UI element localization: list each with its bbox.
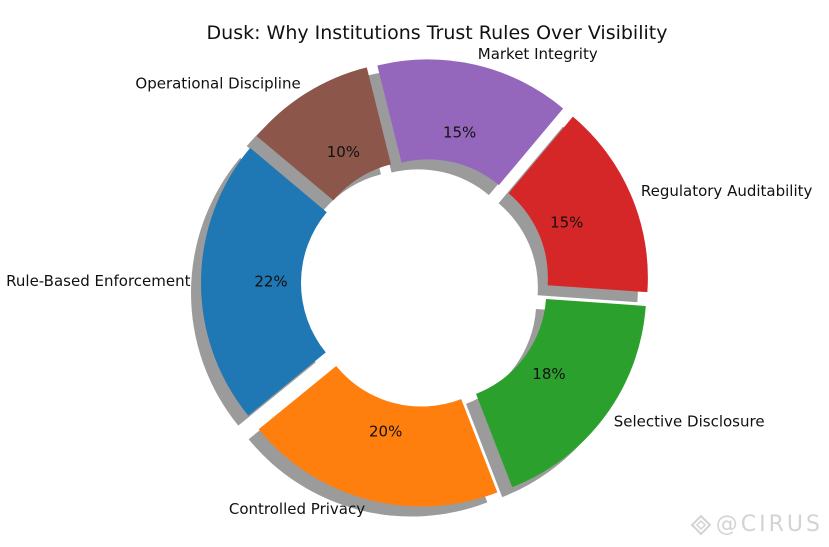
slice-rule-based-enforcement — [201, 147, 327, 416]
diamond-logo-icon — [690, 514, 712, 535]
watermark-text: @CIRUS — [715, 512, 823, 537]
category-label-market-integrity: Market Integrity — [478, 45, 598, 63]
percent-label-operational-discipline: 10% — [327, 143, 360, 161]
slice-regulatory-auditability — [508, 116, 648, 293]
category-label-operational-discipline: Operational Discipline — [135, 75, 300, 93]
percent-label-market-integrity: 15% — [443, 123, 476, 141]
category-label-regulatory-auditability: Regulatory Auditability — [641, 182, 813, 200]
percent-label-rule-based-enforcement: 22% — [254, 272, 287, 290]
category-label-rule-based-enforcement: Rule-Based Enforcement — [6, 272, 190, 290]
slice-operational-discipline — [256, 67, 391, 201]
slice-controlled-privacy — [258, 366, 498, 507]
percent-labels: 22% 20% 18% 15% 15% 10% — [254, 123, 583, 440]
percent-label-selective-disclosure: 18% — [532, 365, 565, 383]
percent-label-regulatory-auditability: 15% — [550, 213, 583, 231]
category-label-selective-disclosure: Selective Disclosure — [614, 413, 765, 431]
category-labels: Rule-Based Enforcement Controlled Privacy… — [6, 45, 812, 518]
slice-selective-disclosure — [476, 298, 646, 488]
slices — [201, 59, 648, 507]
slice-market-integrity — [377, 59, 564, 186]
percent-label-controlled-privacy: 20% — [369, 422, 402, 440]
watermark: @CIRUS — [690, 512, 823, 537]
category-label-controlled-privacy: Controlled Privacy — [229, 500, 365, 518]
chart-title: Dusk: Why Institutions Trust Rules Over … — [207, 22, 668, 44]
